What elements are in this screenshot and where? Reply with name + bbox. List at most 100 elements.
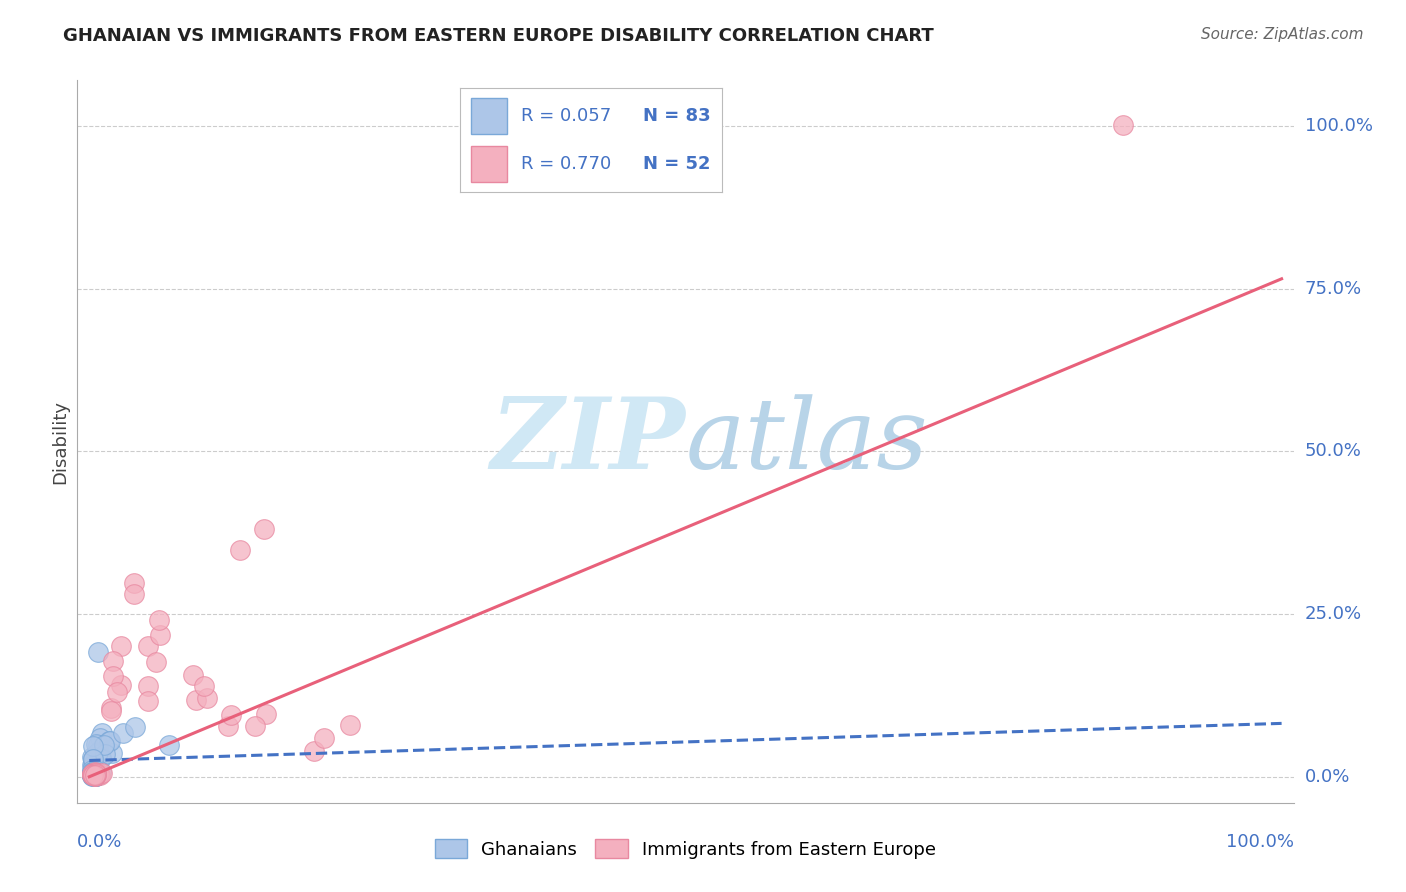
Point bbox=[101, 654, 124, 668]
Point bbox=[80, 768, 103, 782]
Text: GHANAIAN VS IMMIGRANTS FROM EASTERN EUROPE DISABILITY CORRELATION CHART: GHANAIAN VS IMMIGRANTS FROM EASTERN EURO… bbox=[63, 27, 934, 45]
Point bbox=[195, 691, 218, 706]
Point bbox=[105, 685, 128, 699]
Point bbox=[80, 766, 103, 780]
Point bbox=[82, 767, 104, 781]
Point bbox=[84, 765, 107, 780]
Point bbox=[312, 731, 335, 745]
Text: 100.0%: 100.0% bbox=[1305, 117, 1372, 135]
Text: 0.0%: 0.0% bbox=[1305, 768, 1350, 786]
Point bbox=[87, 738, 110, 752]
Point bbox=[83, 769, 105, 783]
Point bbox=[86, 768, 108, 782]
Point bbox=[83, 765, 105, 780]
Point bbox=[82, 766, 104, 780]
Point bbox=[83, 764, 105, 778]
Legend: Ghanaians, Immigrants from Eastern Europe: Ghanaians, Immigrants from Eastern Europ… bbox=[427, 832, 943, 866]
Point bbox=[219, 707, 242, 722]
Text: Source: ZipAtlas.com: Source: ZipAtlas.com bbox=[1201, 27, 1364, 42]
Point bbox=[84, 768, 107, 782]
Point bbox=[82, 766, 104, 780]
Point bbox=[89, 731, 111, 745]
Point bbox=[82, 767, 104, 781]
Text: 25.0%: 25.0% bbox=[1305, 605, 1362, 623]
Point bbox=[91, 766, 114, 780]
Point bbox=[84, 766, 107, 780]
Point bbox=[184, 692, 207, 706]
Point bbox=[82, 768, 104, 782]
Point bbox=[83, 765, 105, 780]
Point bbox=[98, 733, 121, 747]
Point bbox=[91, 726, 114, 740]
Point bbox=[82, 767, 104, 781]
Point bbox=[339, 718, 361, 732]
Point bbox=[82, 767, 104, 781]
Text: atlas: atlas bbox=[686, 394, 928, 489]
Point bbox=[84, 766, 107, 780]
Point bbox=[80, 767, 103, 781]
Point bbox=[83, 769, 105, 783]
Text: 0.0%: 0.0% bbox=[77, 833, 122, 851]
Point bbox=[193, 679, 215, 693]
Point bbox=[82, 752, 104, 766]
Point bbox=[84, 768, 107, 782]
Point bbox=[86, 767, 108, 781]
Point bbox=[101, 746, 124, 760]
Point bbox=[83, 769, 105, 783]
Point bbox=[84, 769, 107, 783]
Point bbox=[138, 679, 160, 693]
Point bbox=[84, 768, 107, 782]
Point bbox=[83, 767, 105, 781]
Point bbox=[100, 700, 122, 714]
Point bbox=[122, 576, 145, 591]
Point bbox=[83, 768, 105, 782]
Point bbox=[1112, 118, 1135, 132]
Point bbox=[84, 767, 107, 781]
Point bbox=[181, 668, 204, 682]
Text: 75.0%: 75.0% bbox=[1305, 279, 1362, 298]
Point bbox=[82, 768, 104, 782]
Point bbox=[84, 765, 107, 780]
Point bbox=[84, 768, 107, 782]
Point bbox=[145, 655, 167, 669]
Point bbox=[82, 765, 104, 780]
Point bbox=[84, 738, 107, 752]
Point bbox=[217, 719, 239, 733]
Point bbox=[82, 768, 104, 782]
Point bbox=[84, 765, 107, 780]
Point bbox=[84, 767, 107, 781]
Point bbox=[83, 766, 105, 780]
Point bbox=[84, 747, 107, 761]
Point bbox=[84, 766, 107, 780]
Point bbox=[83, 765, 105, 780]
Point bbox=[84, 758, 107, 772]
Point bbox=[111, 726, 134, 740]
Point bbox=[100, 704, 122, 718]
Point bbox=[82, 767, 104, 781]
Point bbox=[82, 765, 104, 780]
Point bbox=[124, 720, 146, 734]
Point bbox=[80, 768, 103, 782]
Point bbox=[87, 763, 110, 777]
Y-axis label: Disability: Disability bbox=[51, 400, 69, 483]
Point bbox=[149, 628, 172, 642]
Point bbox=[82, 752, 104, 766]
Point bbox=[87, 765, 110, 780]
Point bbox=[253, 522, 276, 536]
Point bbox=[89, 768, 111, 782]
Point bbox=[84, 765, 107, 780]
Point bbox=[83, 764, 105, 778]
Point bbox=[93, 738, 115, 752]
Point bbox=[90, 750, 112, 764]
Text: 100.0%: 100.0% bbox=[1226, 833, 1294, 851]
Point bbox=[89, 764, 111, 779]
Point bbox=[254, 707, 277, 722]
Point bbox=[80, 765, 103, 780]
Point bbox=[82, 765, 104, 780]
Point bbox=[82, 766, 104, 780]
Point bbox=[84, 768, 107, 782]
Point bbox=[82, 768, 104, 782]
Point bbox=[80, 767, 103, 781]
Point bbox=[82, 758, 104, 772]
Point bbox=[80, 758, 103, 772]
